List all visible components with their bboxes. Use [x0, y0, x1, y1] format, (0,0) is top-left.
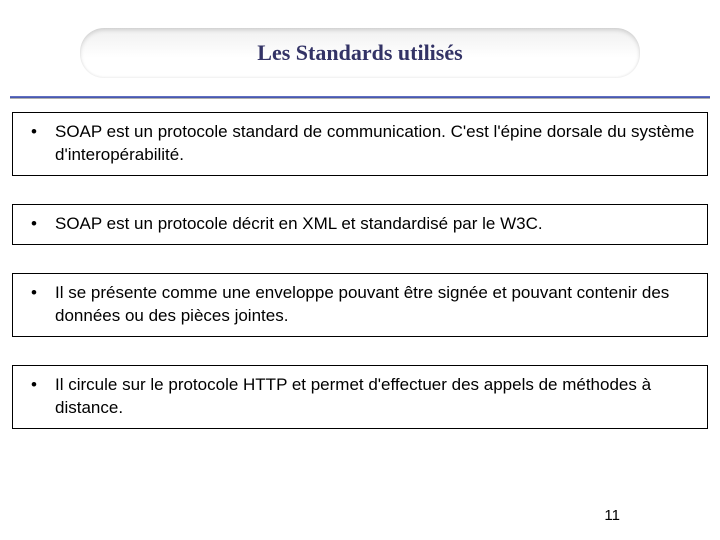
bullet-block: • Il se présente comme une enveloppe pou…: [12, 273, 708, 337]
bullet-text: Il se présente comme une enveloppe pouva…: [55, 282, 695, 328]
bullet-block: • SOAP est un protocole décrit en XML et…: [12, 204, 708, 245]
bullet-marker: •: [31, 121, 55, 167]
bullet-marker: •: [31, 213, 55, 236]
slide-title: Les Standards utilisés: [257, 40, 462, 66]
page-number: 11: [604, 507, 620, 524]
bullet-text: SOAP est un protocole standard de commun…: [55, 121, 695, 167]
bullet-marker: •: [31, 374, 55, 420]
horizontal-rule: [10, 96, 710, 99]
bullet-block: • SOAP est un protocole standard de comm…: [12, 112, 708, 176]
bullet-block: • Il circule sur le protocole HTTP et pe…: [12, 365, 708, 429]
content-area: • SOAP est un protocole standard de comm…: [12, 112, 708, 500]
bullet-text: Il circule sur le protocole HTTP et perm…: [55, 374, 695, 420]
bullet-marker: •: [31, 282, 55, 328]
bullet-text: SOAP est un protocole décrit en XML et s…: [55, 213, 695, 236]
title-bar: Les Standards utilisés: [80, 28, 640, 78]
